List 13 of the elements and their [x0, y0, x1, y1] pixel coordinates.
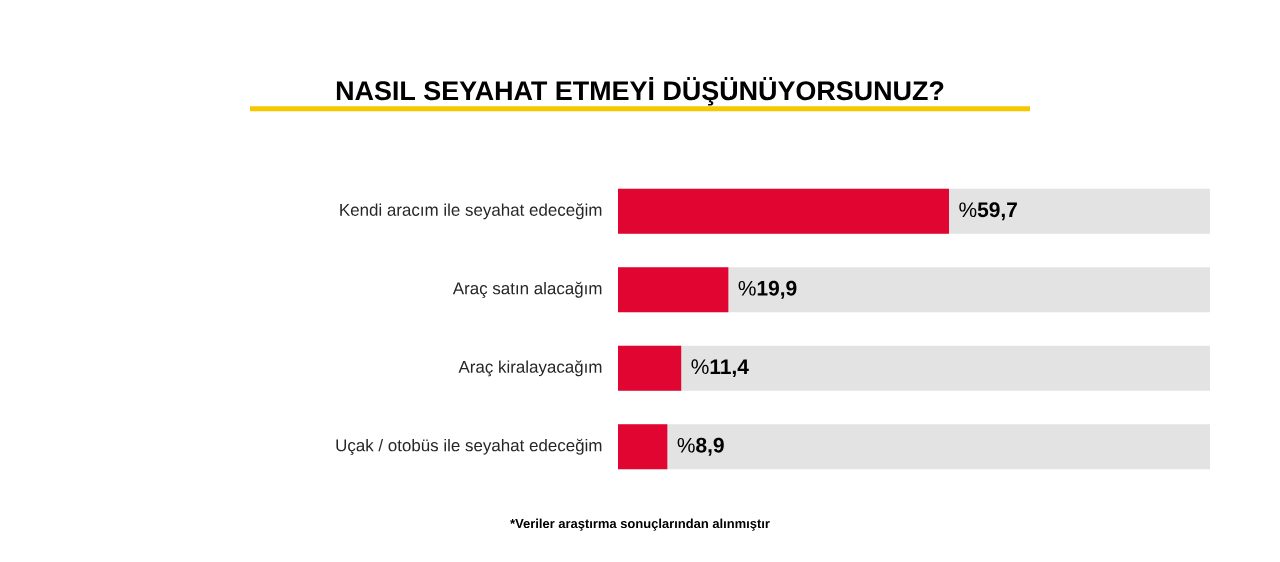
y-tick-label: Kendi aracım ile seyahat edeceğim — [340, 203, 602, 220]
text: *Veriler araştırma sonuçlarından alınmıştır — [510, 518, 770, 531]
bar — [618, 267, 729, 313]
data-label: %59,7 — [959, 202, 1017, 221]
bar — [618, 345, 682, 391]
chart-title: NASIL SEYAHAT ETMEYİ DÜŞÜNÜYORSUNUZ? — [336, 76, 944, 106]
data-label: %8,9 — [677, 437, 724, 456]
y-tick-label: Uçak / otobüs ile seyahat edeceğim — [336, 438, 602, 455]
data-label: %19,9 — [738, 280, 797, 299]
data-label: %11,4 — [691, 359, 749, 378]
bar — [618, 424, 668, 470]
y-tick-label: Araç satın alacağım — [452, 281, 602, 298]
y-tick-label: Araç kiralayacağım — [458, 360, 602, 377]
